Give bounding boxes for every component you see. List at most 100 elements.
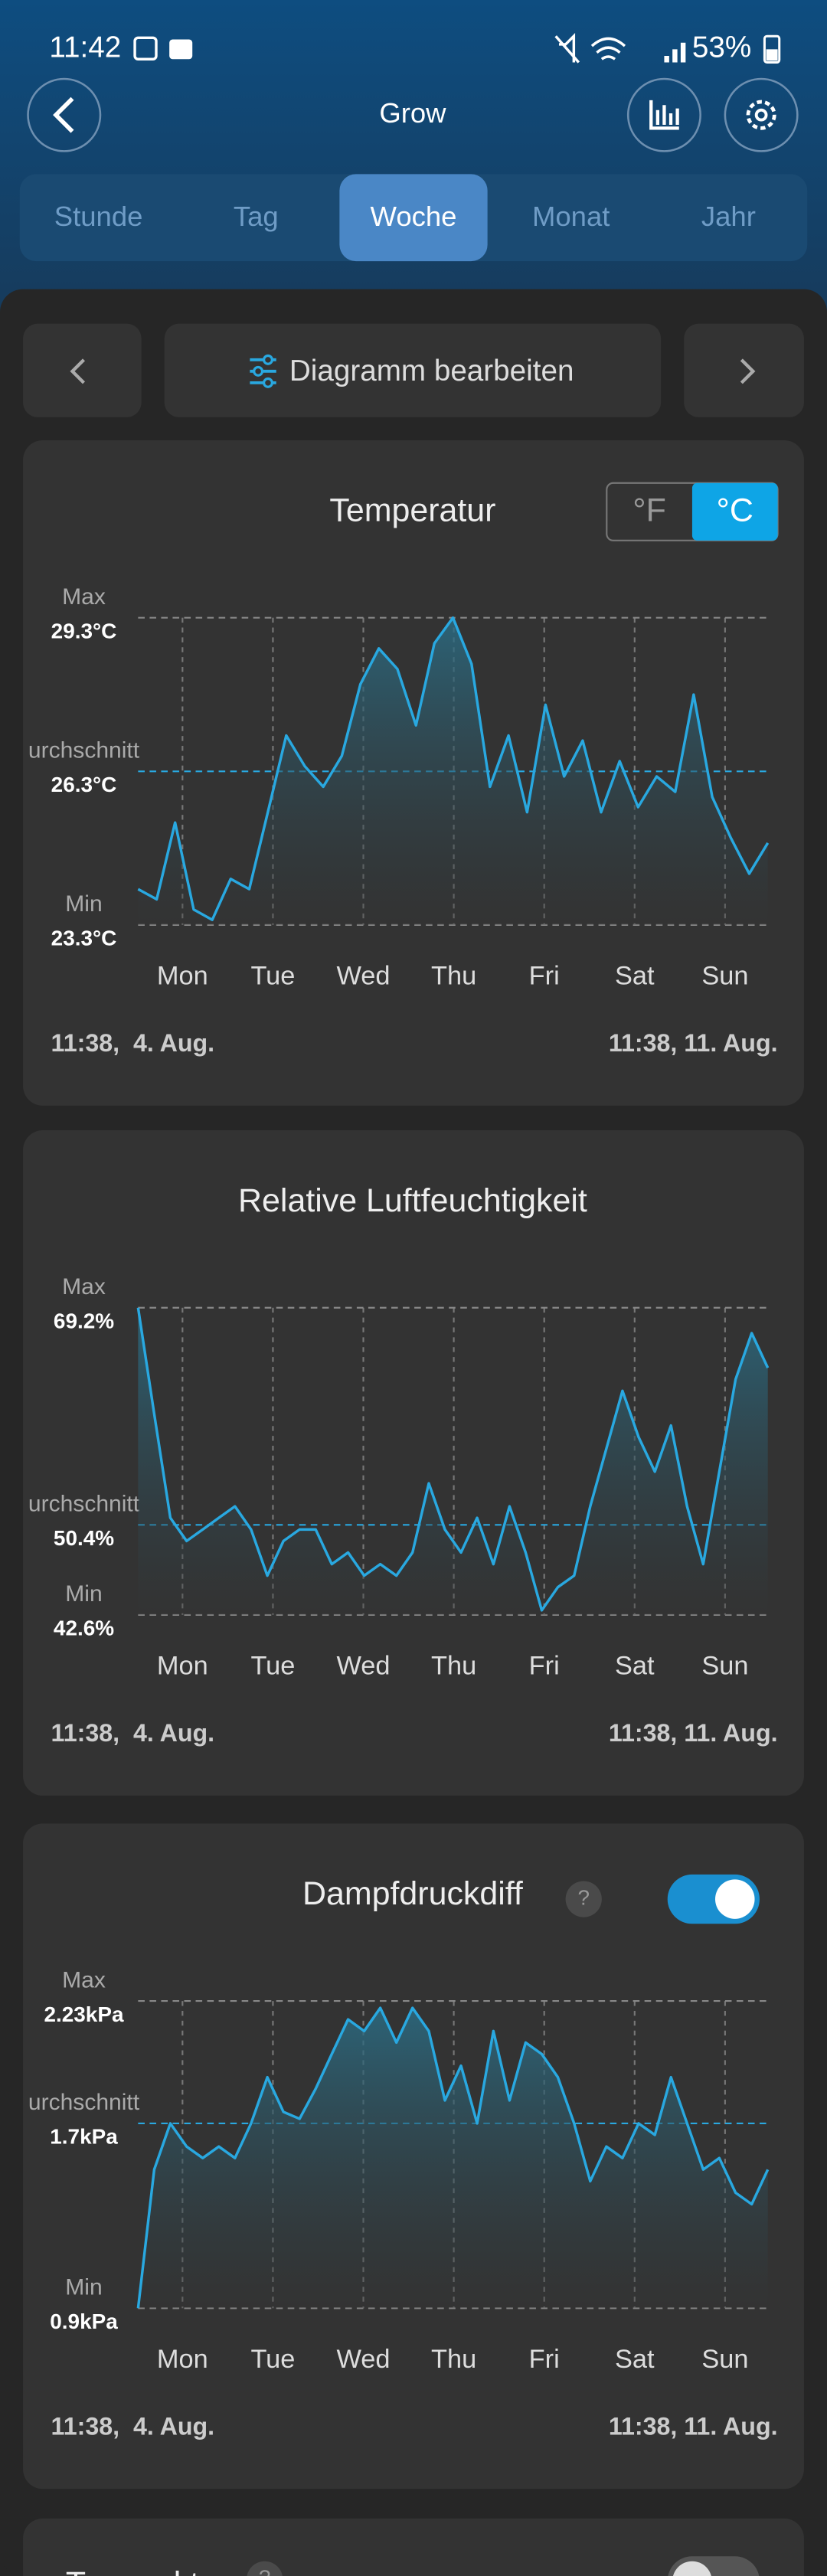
- area: [138, 617, 768, 925]
- card-title: Taupunkt: [66, 2565, 199, 2576]
- settings-icon: [754, 108, 768, 122]
- day-label: Sun: [701, 962, 748, 991]
- y-tick-label: 26.3°C: [51, 773, 117, 796]
- header-bg: [0, 0, 827, 329]
- toggle-knob: [714, 1879, 755, 1919]
- settings-icon: [746, 100, 776, 130]
- day-label: Fri: [529, 1652, 560, 1681]
- tab[interactable]: Woche: [371, 201, 457, 232]
- day-label: Mon: [157, 1652, 208, 1681]
- unit-active[interactable]: [691, 482, 778, 541]
- y-tick-label: 29.3°C: [51, 619, 117, 642]
- range-end: 11:38, 11. Aug.: [609, 1029, 778, 1057]
- day-label: Sat: [615, 962, 655, 991]
- y-tick-label: 0.9kPa: [50, 2310, 118, 2333]
- card-title: Temperatur: [329, 492, 495, 529]
- next-button[interactable]: [684, 323, 804, 417]
- prev-icon: [70, 358, 86, 384]
- y-tick-name: Max: [62, 584, 106, 610]
- card: [23, 2518, 804, 2576]
- back-icon: [53, 96, 74, 133]
- day-label: Fri: [529, 2345, 560, 2374]
- help-text: ?: [259, 2566, 271, 2576]
- y-tick-label: 42.6%: [54, 1617, 114, 1640]
- edit-icon: [263, 377, 273, 388]
- prev-button[interactable]: [23, 323, 142, 417]
- wifi-icon: [590, 37, 626, 60]
- tab[interactable]: Stunde: [54, 201, 143, 232]
- card-title: Relative Luftfeuchtigkeit: [238, 1182, 587, 1219]
- card: [23, 1130, 804, 1796]
- range-start: 11:38, 4. Aug.: [51, 1029, 215, 1057]
- y-tick-name: urchschnitt: [28, 2090, 140, 2115]
- y-tick-label: 2.23kPa: [44, 2002, 124, 2026]
- toggle-knob: [672, 2561, 711, 2576]
- line: [136, 1307, 770, 1612]
- tab[interactable]: Jahr: [701, 201, 756, 232]
- area: [138, 1307, 768, 1615]
- line: [136, 2006, 770, 2309]
- edit-icon: [263, 354, 273, 365]
- status-icon: [133, 36, 158, 60]
- edit-icon: [253, 365, 264, 377]
- day-label: Fri: [529, 962, 560, 991]
- help-icon[interactable]: [247, 2561, 283, 2576]
- stats-button[interactable]: [626, 77, 701, 152]
- y-tick-label: 69.2%: [54, 1309, 114, 1332]
- tab[interactable]: Tag: [234, 201, 279, 232]
- back-button[interactable]: [27, 77, 102, 152]
- day-label: Mon: [157, 2345, 208, 2374]
- y-tick-name: Max: [62, 1274, 106, 1299]
- day-label: Tue: [250, 962, 295, 991]
- day-label: Tue: [250, 1652, 295, 1681]
- card-title: Dampfdruckdiff: [302, 1875, 523, 1912]
- status-time: 11:42: [49, 31, 121, 64]
- y-tick-name: Max: [62, 1967, 106, 1992]
- card-group: Dampfdruckdiff ? Mon Tue Wed Thu Fri Sat Sun Min 0…: [23, 1823, 804, 2489]
- day-label: Mon: [157, 962, 208, 991]
- battery-text: 53%: [692, 31, 751, 64]
- help-icon[interactable]: [565, 1881, 602, 1917]
- mute-icon: [554, 33, 580, 64]
- range-start: 11:38, 4. Aug.: [51, 1719, 215, 1747]
- y-tick-name: urchschnitt: [28, 737, 140, 763]
- day-label: Sun: [701, 1652, 748, 1681]
- day-label: Wed: [337, 2345, 391, 2374]
- battery-level: [766, 49, 778, 61]
- tab-active[interactable]: [339, 174, 488, 262]
- day-label: Thu: [431, 962, 476, 991]
- edit-chart-label: Diagramm bearbeiten: [289, 355, 574, 387]
- range-start: 11:38, 4. Aug.: [51, 2412, 215, 2440]
- help-text: ?: [577, 1885, 590, 1909]
- status-icon: [169, 39, 193, 60]
- day-label: Sat: [615, 2345, 655, 2374]
- settings-button[interactable]: [724, 77, 799, 152]
- day-label: Sun: [701, 2345, 748, 2374]
- battery-icon: [763, 34, 781, 64]
- unit-option[interactable]: °F: [633, 492, 665, 529]
- range-end: 11:38, 11. Aug.: [609, 2412, 778, 2440]
- range-end: 11:38, 11. Aug.: [609, 1719, 778, 1747]
- day-label: Wed: [337, 962, 391, 991]
- y-tick-name: Min: [65, 2274, 102, 2300]
- y-tick-label: 23.3°C: [51, 927, 117, 950]
- signal-icon: [664, 42, 686, 63]
- day-label: Tue: [250, 2345, 295, 2374]
- y-tick-name: Min: [65, 1581, 102, 1607]
- tab[interactable]: Monat: [532, 201, 610, 232]
- y-tick-name: urchschnitt: [28, 1491, 140, 1516]
- y-tick-label: 1.7kPa: [50, 2125, 118, 2149]
- unit-option[interactable]: °C: [717, 492, 753, 529]
- day-label: Wed: [337, 1652, 391, 1681]
- header-title: Grow: [379, 97, 446, 129]
- line: [137, 616, 770, 921]
- y-tick-name: Min: [65, 891, 102, 917]
- day-label: Thu: [431, 2345, 476, 2374]
- stats-icon: [649, 100, 679, 130]
- card-group: Temperatur °F °C Mon Tue Wed Thu Fri Sat Sun Min 23…: [23, 440, 804, 1106]
- edit-chart-button[interactable]: [164, 323, 662, 417]
- day-label: Thu: [431, 1652, 476, 1681]
- next-icon: [740, 358, 756, 384]
